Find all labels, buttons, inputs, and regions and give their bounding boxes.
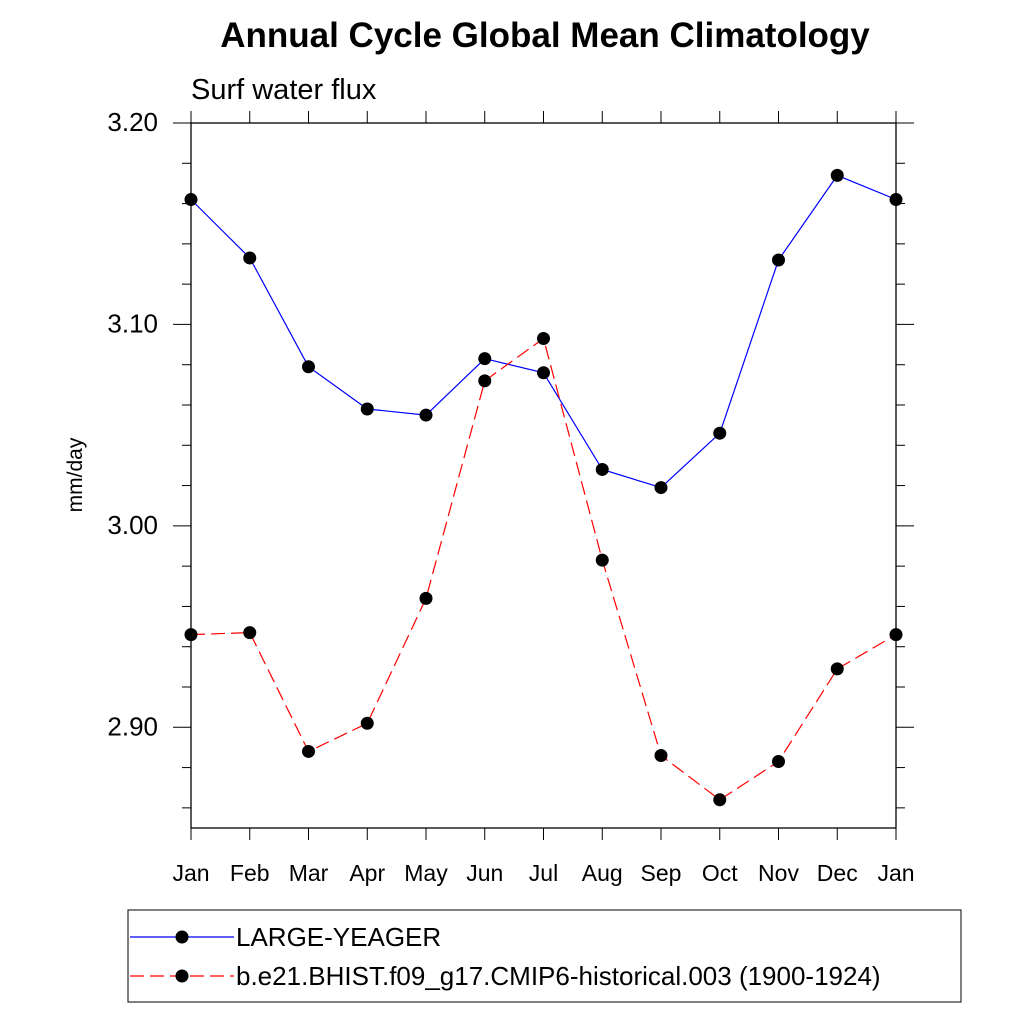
x-tick-label: Sep — [641, 860, 682, 886]
x-tick-label: Feb — [230, 860, 270, 886]
series-layer — [184, 168, 903, 807]
series-line-1 — [190, 337, 897, 801]
data-point — [478, 352, 492, 366]
y-tick-label: 3.00 — [107, 510, 158, 540]
data-point — [360, 402, 374, 416]
x-tick-labels: Jan Feb Mar Apr May Jun Jul Aug Sep Oct Nov Dec Jan — [172, 860, 914, 886]
data-point — [184, 628, 198, 642]
legend-label-large-yeager: LARGE-YEAGER — [236, 922, 441, 952]
axis-ticks — [173, 111, 914, 840]
data-point — [889, 628, 903, 642]
x-tick-label: Nov — [758, 860, 799, 886]
x-tick-label: Jun — [466, 860, 503, 886]
data-point — [772, 253, 785, 267]
legend-item-large-yeager: LARGE-YEAGER — [130, 922, 441, 952]
data-point — [595, 462, 609, 476]
data-point — [830, 168, 844, 182]
data-point — [713, 426, 727, 440]
x-tick-label: Jan — [172, 860, 209, 886]
plot-frame — [190, 122, 897, 829]
y-tick-label: 3.20 — [107, 107, 158, 137]
x-tick-label: Aug — [582, 860, 623, 886]
data-point — [537, 332, 550, 346]
data-point — [595, 553, 609, 567]
y-tick-label: 2.90 — [107, 711, 158, 741]
legend-item-cmip6-historical: b.e21.BHIST.f09_g17.CMIP6-historical.003… — [130, 961, 881, 991]
x-tick-label: Jul — [529, 860, 558, 886]
data-point — [360, 716, 374, 730]
data-point — [419, 408, 433, 422]
x-tick-label: May — [404, 860, 448, 886]
data-point — [889, 193, 903, 207]
legend-box — [127, 909, 962, 1003]
chart-subtitle: Surf water flux — [191, 74, 377, 106]
data-point — [184, 193, 198, 207]
data-point — [419, 591, 433, 605]
x-tick-label: Mar — [289, 860, 329, 886]
data-point — [302, 360, 315, 374]
data-point — [772, 755, 785, 769]
x-tick-label: Dec — [817, 860, 858, 886]
x-tick-label: Oct — [702, 860, 738, 886]
data-point — [830, 662, 844, 676]
x-tick-label: Jan — [877, 860, 914, 886]
y-tick-label: 3.10 — [107, 308, 158, 338]
x-tick-label: Apr — [349, 860, 385, 886]
data-point — [302, 744, 315, 758]
data-point — [478, 374, 492, 388]
data-point — [537, 366, 550, 380]
data-point — [713, 793, 727, 807]
y-axis-title: mm/day — [64, 437, 87, 512]
data-point — [654, 748, 668, 762]
chart-title: Annual Cycle Global Mean Climatology — [220, 16, 870, 55]
data-point — [243, 251, 257, 265]
legend-marker-large-yeager — [175, 930, 189, 944]
data-point — [243, 626, 257, 640]
legend-label-cmip6-historical: b.e21.BHIST.f09_g17.CMIP6-historical.003… — [236, 961, 881, 991]
series-line-0 — [190, 174, 897, 489]
legend-marker-cmip6-historical — [175, 969, 189, 983]
y-tick-labels: 2.90 3.00 3.10 3.20 — [107, 107, 158, 741]
data-point — [654, 481, 668, 495]
